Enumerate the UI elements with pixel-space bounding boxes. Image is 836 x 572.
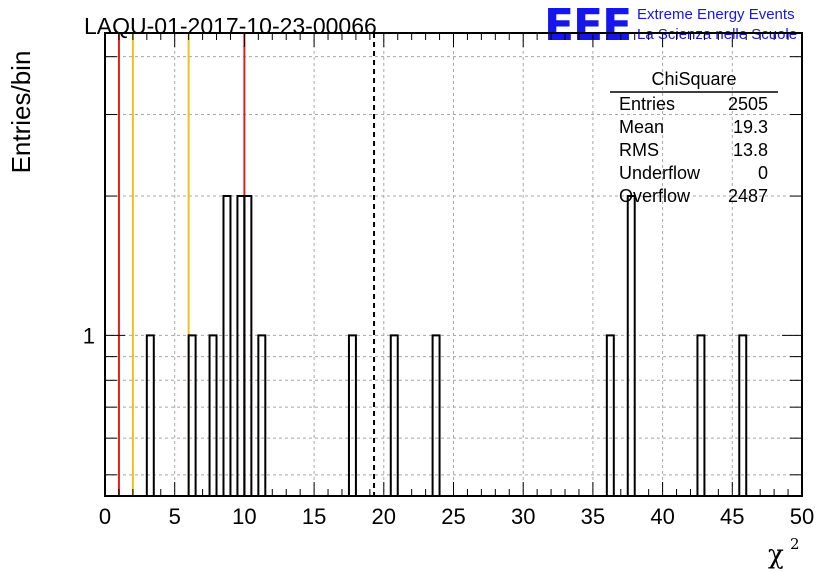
stats-mean-label: Mean	[619, 117, 664, 137]
stats-entries-label: Entries	[619, 94, 675, 114]
reference-lines	[117, 33, 376, 496]
x-axis-label-superscript: 2	[790, 535, 800, 553]
eee-logo: EEE Extreme Energy Events La Scienza nel…	[544, 0, 797, 51]
x-tick-label: 0	[99, 504, 111, 529]
histogram-bar	[696, 334, 706, 496]
stats-box: ChiSquare Entries 2505 Mean 19.3 RMS 13.…	[610, 69, 778, 206]
x-axis-label: χ 2	[768, 535, 800, 570]
histogram-bar	[626, 195, 636, 496]
histogram-bars	[145, 195, 748, 496]
stats-rms-label: RMS	[619, 140, 659, 160]
histogram-bar	[738, 334, 748, 496]
y-tick-label: 1	[83, 323, 95, 348]
x-tick-label: 35	[581, 504, 605, 529]
histogram-bar	[145, 334, 155, 496]
histogram-bar	[347, 334, 357, 496]
stats-underflow-value: 0	[758, 163, 768, 183]
x-tick-label: 10	[232, 504, 256, 529]
histogram-bar	[389, 334, 399, 496]
histogram-bar	[605, 334, 615, 496]
stats-mean-value: 19.3	[733, 117, 768, 137]
x-axis-label-symbol: χ	[768, 540, 784, 570]
histogram-bar	[187, 334, 197, 496]
eee-logo-mark: EEE	[544, 0, 631, 51]
x-tick-label: 15	[302, 504, 326, 529]
stats-entries-value: 2505	[728, 94, 768, 114]
stats-title: ChiSquare	[651, 69, 736, 89]
eee-logo-line1: Extreme Energy Events	[637, 6, 795, 23]
x-tick-label: 50	[790, 504, 814, 529]
histogram-bar	[431, 334, 441, 496]
y-axis-label: Entries/bin	[6, 51, 36, 174]
x-tick-label: 30	[511, 504, 535, 529]
histogram-bar	[208, 334, 218, 496]
histogram-bar	[236, 195, 246, 496]
grid	[105, 33, 802, 496]
histogram-bar	[243, 195, 253, 496]
histogram-bar	[257, 334, 267, 496]
histogram-bar	[222, 195, 232, 496]
stats-overflow-label: Overflow	[619, 186, 691, 206]
axes: 0 5 10 15 20 25 30 35 40 45 50 1	[83, 32, 814, 529]
x-tick-label: 25	[441, 504, 465, 529]
x-tick-label: 5	[169, 504, 181, 529]
stats-overflow-value: 2487	[728, 186, 768, 206]
eee-logo-line2: La Scienza nelle Scuole	[637, 26, 797, 43]
x-tick-label: 40	[650, 504, 674, 529]
stats-rms-value: 13.8	[733, 140, 768, 160]
x-tick-label: 20	[372, 504, 396, 529]
stats-underflow-label: Underflow	[619, 163, 701, 183]
x-tick-label: 45	[720, 504, 744, 529]
